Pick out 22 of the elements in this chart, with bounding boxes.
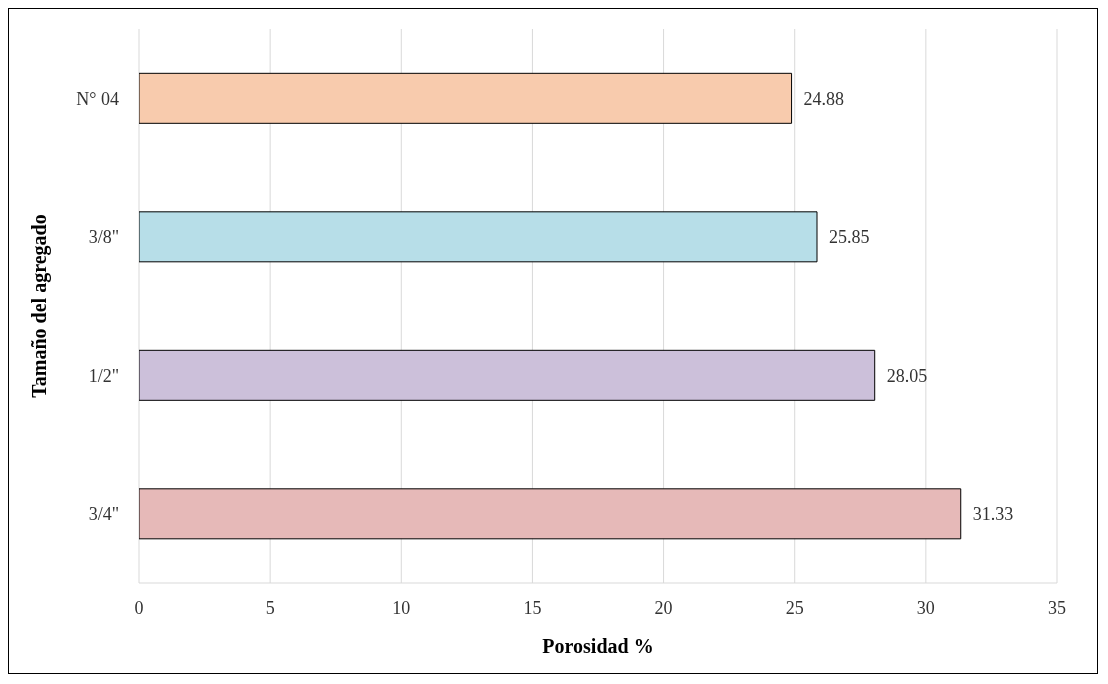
x-tick-label: 10 [392, 597, 411, 618]
y-tick-label: 3/4" [88, 504, 119, 525]
x-tick-label: 35 [1048, 597, 1066, 618]
bar [139, 488, 962, 540]
data-label: 25.85 [829, 227, 870, 248]
data-label: 28.05 [886, 365, 928, 386]
data-label: 31.33 [972, 504, 1014, 525]
y-tick-label: 1/2" [88, 365, 119, 386]
x-tick-label: 15 [523, 597, 542, 618]
x-tick-label: 30 [916, 597, 935, 618]
y-tick-label: N° 04 [76, 88, 119, 109]
data-label: 24.88 [803, 88, 845, 109]
bar [139, 72, 793, 124]
y-tick-label: 3/8" [88, 227, 119, 248]
y-axis-title: Tamaño del agregado [28, 214, 52, 398]
x-tick-label: 20 [654, 597, 673, 618]
x-tick-label: 25 [785, 597, 804, 618]
x-axis-title: Porosidad % [542, 635, 654, 657]
x-tick-label: 0 [134, 597, 144, 618]
x-tick-label: 5 [265, 597, 275, 618]
bar [139, 349, 876, 401]
bar [139, 211, 818, 263]
